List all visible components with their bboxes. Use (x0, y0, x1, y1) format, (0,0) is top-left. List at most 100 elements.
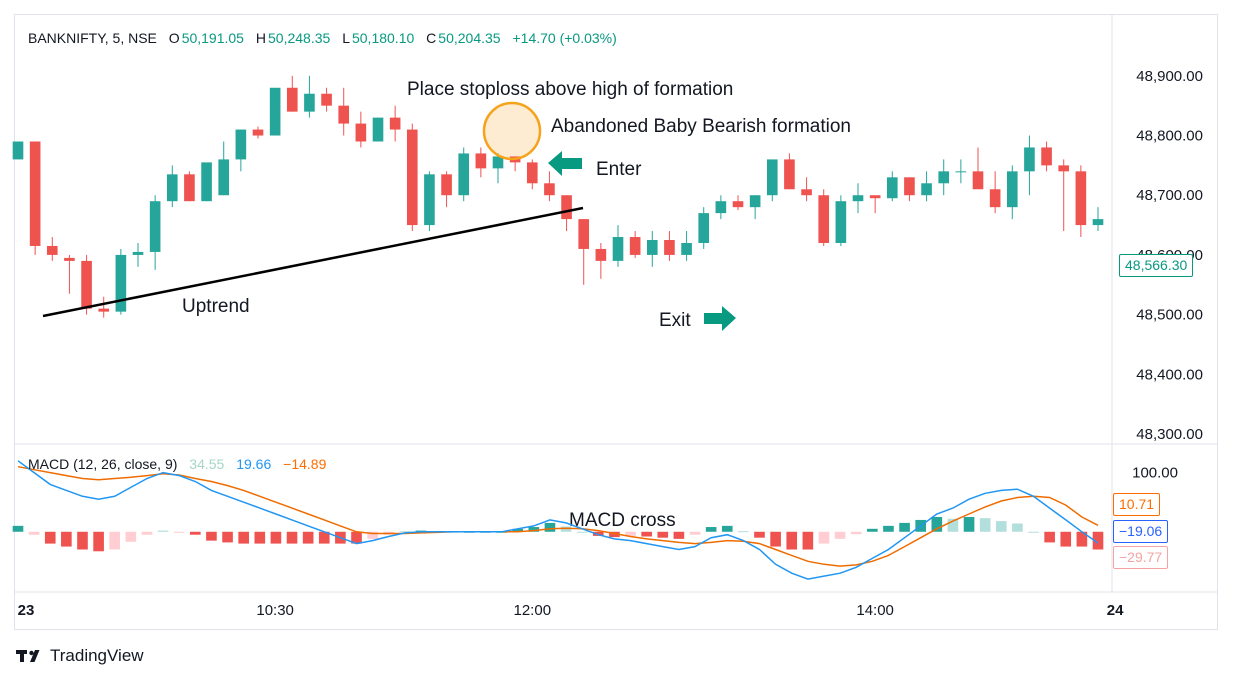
macd-histogram-bar (705, 527, 717, 532)
macd-histogram-bar (109, 531, 121, 550)
macd-histogram-bar (883, 525, 894, 532)
price-axis-tick: 48,500.00 (1136, 307, 1203, 324)
tradingview-logo[interactable]: TradingView (16, 646, 144, 666)
high-label: H (255, 30, 266, 46)
macd-histogram-bar (1076, 531, 1088, 547)
macd-axis-tick: 100.00 (1132, 465, 1178, 482)
candle-body (441, 174, 452, 196)
symbol-legend: BANKNIFTY, 5, NSE O 50,191.05 H 50,248.35 … (28, 30, 619, 46)
candle-body (904, 177, 915, 196)
macd-histogram-bar (302, 531, 314, 544)
candle-body (149, 201, 161, 252)
macd-histogram-bar (12, 525, 24, 532)
open-label: O (168, 30, 180, 46)
macd-histogram-bar (641, 531, 652, 537)
macd-histogram-bar (592, 531, 604, 536)
macd-histogram-bar (189, 531, 201, 535)
formation-note: Abandoned Baby Bearish formation (551, 116, 851, 137)
exit-arrow-icon (704, 306, 736, 331)
uptrend-line (42, 206, 584, 318)
macd-histogram-bar (738, 531, 749, 533)
time-axis-tick: 14:00 (856, 602, 894, 619)
candle-body (46, 245, 58, 255)
last-price-tag: 48,566.30 (1119, 254, 1194, 277)
macd-histogram-bar (28, 531, 40, 535)
macd-histogram-bar (270, 531, 282, 544)
candle-body (766, 159, 778, 196)
macd-histogram-bar (93, 531, 104, 552)
macd-cross-note: MACD cross (569, 510, 676, 531)
candle-body (98, 308, 110, 312)
tradingview-brand: TradingView (50, 646, 144, 665)
macd-histogram-bar (157, 530, 169, 532)
candle-body (406, 129, 418, 226)
candle-body (218, 159, 230, 196)
macd-histogram-bar (399, 531, 411, 533)
candle-body (852, 195, 864, 202)
macd-histogram-bar (544, 522, 556, 532)
macd-histogram-bar (560, 526, 572, 532)
macd-histogram-bar (754, 531, 765, 538)
candle-body (1041, 147, 1052, 166)
open-value: 50,191.05 (181, 30, 244, 46)
candle-body (132, 251, 144, 255)
candle-body (1024, 147, 1035, 172)
price-axis-tick: 48,400.00 (1136, 366, 1203, 383)
time-axis-tick: 10:30 (256, 602, 294, 619)
macd-histogram-bar (512, 528, 524, 532)
candle-body (201, 162, 212, 202)
exit-note: Exit (659, 310, 691, 331)
macd-histogram-bar (931, 516, 943, 532)
macd-histogram-bar (995, 521, 1007, 532)
macd-histogram-bar (867, 528, 878, 532)
low-value: 50,180.10 (351, 30, 415, 46)
macd-histogram-bar (286, 531, 298, 544)
candle-body (715, 201, 727, 214)
macd-histogram-bar (818, 531, 830, 544)
candle-body (1092, 219, 1104, 226)
macd-histogram-bar (1060, 531, 1072, 547)
candle-body (681, 242, 692, 255)
uptrend-note: Uptrend (182, 296, 250, 317)
time-axis-tick: 12:00 (514, 602, 552, 619)
price-axis-tick: 48,300.00 (1136, 426, 1203, 443)
macd-histogram-bar (802, 531, 814, 550)
candle-body (184, 174, 195, 202)
candle-body (321, 93, 332, 106)
close-label: C (426, 30, 437, 46)
candle-body (64, 257, 75, 261)
candle-body (561, 195, 572, 220)
candle-body (29, 141, 41, 246)
price-axis-tick: 48,700.00 (1136, 187, 1203, 204)
candle-body (835, 201, 847, 243)
macd-legend-label: MACD (12, 26, close, 9) (28, 456, 178, 472)
macd-histogram-bar (1044, 531, 1055, 543)
macd-histogram-bar (1012, 523, 1023, 532)
candle-body (886, 177, 898, 199)
macd-histogram-bar (689, 531, 701, 535)
price-axis-tick: 48,800.00 (1136, 128, 1203, 145)
candle-body (526, 162, 538, 184)
candle-body (12, 141, 24, 160)
candle-body (1075, 171, 1087, 226)
candle-body (166, 174, 178, 202)
candle-body (629, 237, 641, 255)
candle-body (544, 183, 555, 196)
candle-body (595, 248, 607, 261)
macd-histogram-bar (1092, 531, 1104, 550)
candle-body (989, 189, 1001, 208)
candle-body (338, 105, 350, 124)
macd-legend-hist: 34.55 (189, 456, 225, 472)
candle-body (372, 117, 384, 142)
low-label: L (342, 30, 350, 46)
candle-body (784, 159, 795, 190)
macd-histogram-bar (625, 531, 636, 536)
candle-body (801, 189, 812, 196)
macd-signal-tag: 10.71 (1113, 493, 1161, 516)
candle-body (921, 183, 932, 196)
candle-body (355, 123, 367, 142)
macd-histogram-bar (318, 531, 330, 544)
macd-legend: MACD (12, 26, close, 9) 34.55 19.66 −14.… (28, 456, 328, 472)
macd-histogram-bar (1028, 531, 1039, 533)
